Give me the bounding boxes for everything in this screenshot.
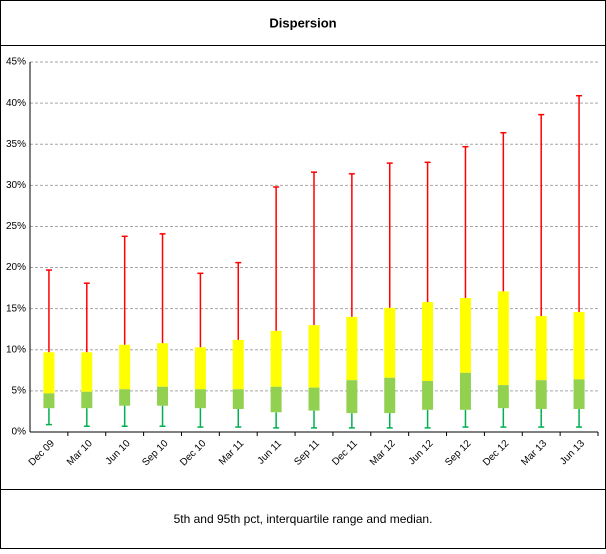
lower-box — [232, 389, 244, 409]
chart-title: Dispersion — [269, 15, 336, 30]
lower-box — [81, 391, 93, 409]
lower-box — [270, 386, 282, 413]
upper-box — [43, 352, 55, 394]
upper-box — [119, 344, 131, 390]
upper-box — [535, 316, 547, 381]
lower-box — [459, 372, 471, 410]
lower-box — [346, 380, 358, 414]
upper-box — [157, 343, 169, 387]
upper-box — [384, 307, 396, 378]
upper-box — [422, 302, 434, 382]
upper-box — [194, 347, 206, 390]
upper-box — [81, 352, 93, 392]
lower-box — [43, 393, 55, 409]
lower-box — [119, 389, 131, 406]
lower-box — [157, 386, 169, 406]
y-tick-label: 45% — [6, 57, 26, 68]
upper-box — [346, 316, 358, 381]
lower-box — [535, 380, 547, 409]
upper-box — [459, 297, 471, 373]
y-tick-label: 40% — [6, 98, 26, 109]
lower-box — [308, 387, 320, 411]
lower-box — [194, 389, 206, 409]
upper-box — [232, 339, 244, 390]
lower-box — [422, 381, 434, 410]
upper-box — [270, 330, 282, 387]
caption: 5th and 95th pct, interquartile range an… — [174, 512, 433, 526]
upper-box — [308, 325, 320, 388]
lower-box — [384, 377, 396, 414]
y-tick-label: 35% — [6, 139, 26, 150]
lower-box — [573, 379, 585, 409]
y-tick-label: 30% — [6, 180, 26, 191]
y-tick-label: 5% — [12, 386, 27, 397]
y-tick-label: 0% — [12, 427, 27, 438]
y-tick-label: 25% — [6, 221, 26, 232]
y-tick-label: 20% — [6, 262, 26, 273]
upper-box — [497, 291, 509, 386]
lower-box — [497, 385, 509, 409]
upper-box — [573, 311, 585, 380]
y-tick-label: 15% — [6, 303, 26, 314]
y-tick-label: 10% — [6, 344, 26, 355]
